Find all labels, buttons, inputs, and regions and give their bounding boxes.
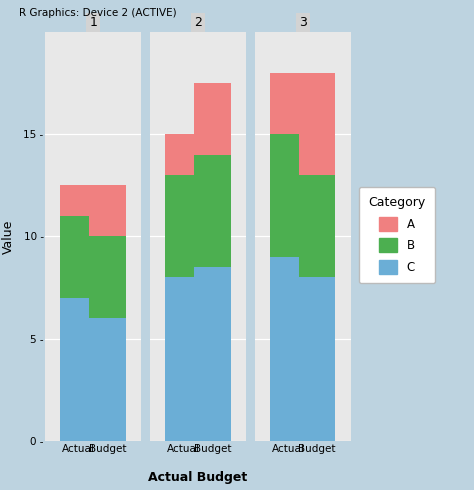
Bar — [89, 236, 126, 318]
Bar — [270, 134, 307, 257]
Bar — [299, 277, 336, 441]
Bar — [60, 298, 97, 441]
Bar — [299, 73, 336, 175]
Text: Actual Budget: Actual Budget — [148, 471, 247, 484]
Bar — [165, 175, 202, 277]
Bar — [194, 155, 231, 267]
Bar — [89, 318, 126, 441]
Bar — [270, 257, 307, 441]
Title: 1: 1 — [89, 16, 97, 29]
Title: 3: 3 — [299, 16, 307, 29]
Legend: A, B, C: A, B, C — [359, 187, 435, 283]
Text: Value: Value — [2, 219, 15, 254]
Text: R Graphics: Device 2 (ACTIVE): R Graphics: Device 2 (ACTIVE) — [19, 8, 177, 19]
Bar — [194, 267, 231, 441]
Bar — [60, 216, 97, 298]
Bar — [194, 83, 231, 155]
Bar — [89, 185, 126, 236]
Title: 2: 2 — [194, 16, 202, 29]
Bar — [165, 134, 202, 175]
Bar — [165, 277, 202, 441]
Bar — [270, 73, 307, 134]
Bar — [60, 185, 97, 216]
Bar — [299, 175, 336, 277]
